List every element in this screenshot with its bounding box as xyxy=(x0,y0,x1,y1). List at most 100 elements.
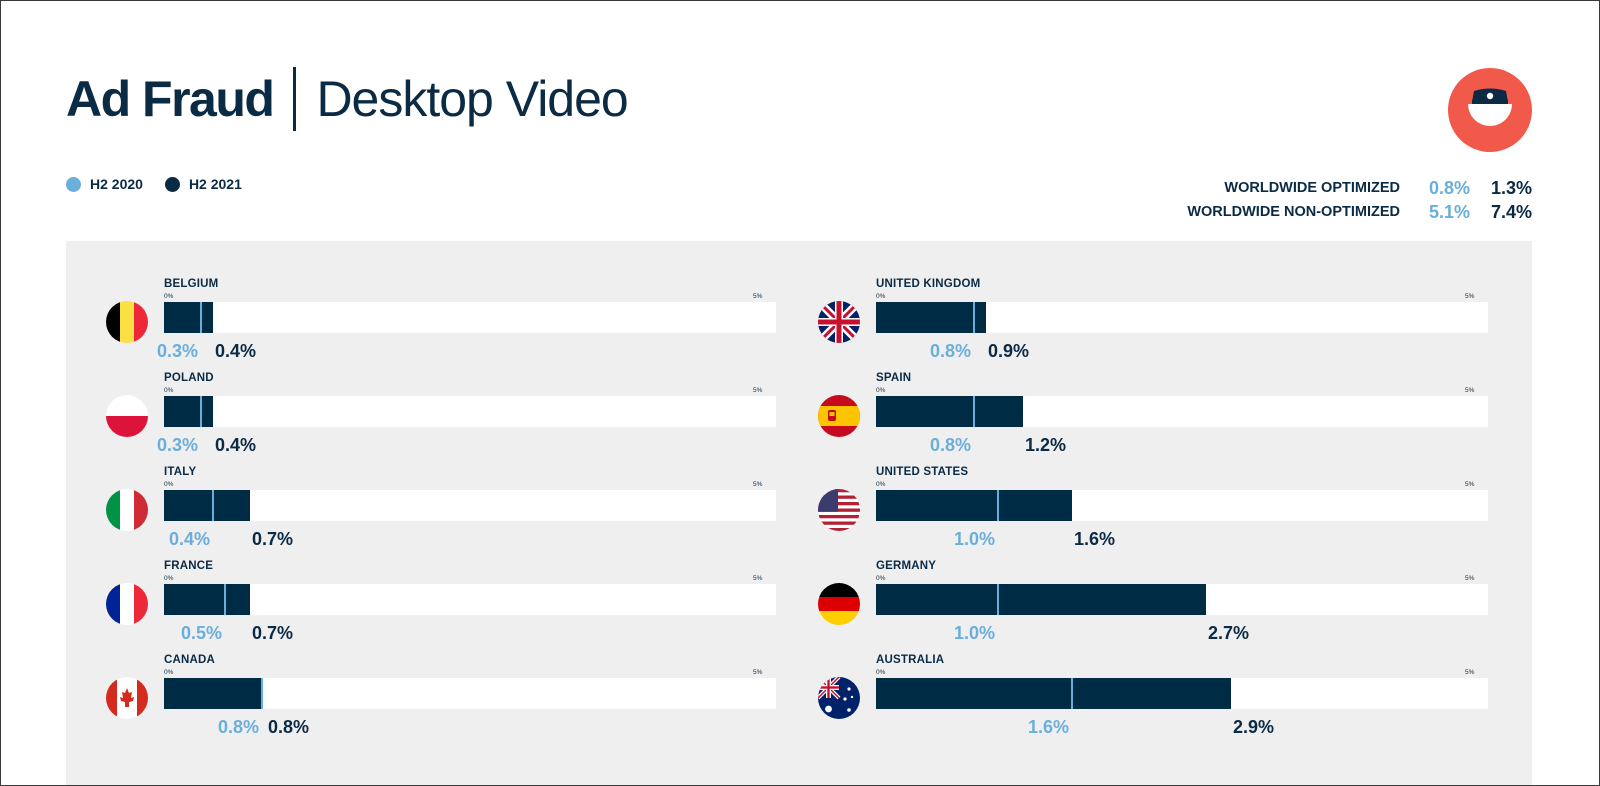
worldwide-optimized-h2-2021: 1.3% xyxy=(1490,177,1532,198)
bar-h2-2021-united-states xyxy=(876,490,1072,521)
marker-h2-2020-germany xyxy=(997,584,999,615)
value-h2-2021-australia: 2.9% xyxy=(1233,717,1275,737)
legend-dot-h2-2021 xyxy=(164,176,180,192)
axis-tick-min: 0% xyxy=(164,481,174,488)
country-row-australia: AUSTRALIA 0% 5% 1.6% 2.9% xyxy=(818,654,1518,744)
bar-h2-2021-united-kingdom xyxy=(876,302,986,333)
bar-track-spain xyxy=(876,396,1488,427)
chart-legend: H2 2020 H2 2021 xyxy=(66,176,264,192)
country-row-germany: GERMANY 0% 5% 1.0% 2.7% xyxy=(818,560,1518,650)
value-h2-2021-canada: 0.8% xyxy=(268,717,310,737)
axis-tick-max: 5% xyxy=(753,387,763,394)
legend-item-h2-2020: H2 2020 xyxy=(66,176,143,192)
bar-h2-2021-germany xyxy=(876,584,1206,615)
value-h2-2021-germany: 2.7% xyxy=(1208,623,1250,643)
belgium-flag-icon xyxy=(106,301,148,343)
bar-track-italy xyxy=(164,490,776,521)
usa-flag-icon xyxy=(818,489,860,531)
title-brand: Ad Fraud xyxy=(66,71,275,127)
bar-h2-2021-france xyxy=(164,584,250,615)
axis-tick-min: 0% xyxy=(876,293,886,300)
italy-flag-icon xyxy=(106,489,148,531)
axis-tick-min: 0% xyxy=(164,575,174,582)
country-row-united-kingdom: UNITED KINGDOM 0% 5% 0.8% 0.9% xyxy=(818,278,1518,368)
axis-tick-max: 5% xyxy=(753,293,763,300)
bar-track-united-states xyxy=(876,490,1488,521)
legend-dot-h2-2020 xyxy=(66,176,81,192)
axis-tick-max: 5% xyxy=(1465,387,1475,394)
uk-flag-icon xyxy=(818,301,860,343)
country-name-germany: GERMANY xyxy=(876,560,937,572)
value-h2-2020-france: 0.5% xyxy=(181,623,223,643)
marker-h2-2020-spain xyxy=(973,396,975,427)
country-row-canada: CANADA 0% 5% 0.8% 0.8% xyxy=(106,654,806,744)
country-row-poland: POLAND 0% 5% 0.3% 0.4% xyxy=(106,372,806,462)
value-h2-2021-spain: 1.2% xyxy=(1025,435,1067,455)
country-name-canada: CANADA xyxy=(164,654,216,666)
country-name-poland: POLAND xyxy=(164,372,214,384)
country-row-france: FRANCE 0% 5% 0.5% 0.7% xyxy=(106,560,806,650)
value-h2-2020-united-states: 1.0% xyxy=(954,529,996,549)
legend-label-h2-2021: H2 2021 xyxy=(188,176,242,192)
country-name-united-kingdom: UNITED KINGDOM xyxy=(876,278,981,290)
country-name-france: FRANCE xyxy=(164,560,214,572)
country-row-spain: SPAIN 0% 5% 0.8% 1.2% xyxy=(818,372,1518,462)
country-row-belgium: BELGIUM 0% 5% 0.3% 0.4% xyxy=(106,278,806,368)
country-name-united-states: UNITED STATES xyxy=(876,466,969,478)
country-name-spain: SPAIN xyxy=(876,372,912,384)
marker-h2-2020-belgium xyxy=(200,302,202,333)
bar-track-poland xyxy=(164,396,776,427)
axis-tick-max: 5% xyxy=(1465,669,1475,676)
country-name-australia: AUSTRALIA xyxy=(876,654,945,666)
bar-track-germany xyxy=(876,584,1488,615)
bar-track-australia xyxy=(876,678,1488,709)
marker-h2-2020-france xyxy=(224,584,226,615)
worldwide-non-optimized-h2-2021: 7.4% xyxy=(1490,201,1532,222)
axis-tick-max: 5% xyxy=(1465,293,1475,300)
axis-tick-min: 0% xyxy=(876,575,886,582)
axis-tick-max: 5% xyxy=(753,575,763,582)
marker-h2-2020-poland xyxy=(200,396,202,427)
value-h2-2020-spain: 0.8% xyxy=(930,435,972,455)
page-title: Ad Fraud Desktop Video xyxy=(66,66,629,132)
value-h2-2020-poland: 0.3% xyxy=(157,435,199,455)
bar-h2-2021-australia xyxy=(876,678,1231,709)
germany-flag-icon xyxy=(818,583,860,625)
marker-h2-2020-australia xyxy=(1071,678,1073,709)
title-subject: Desktop Video xyxy=(316,71,628,127)
bar-h2-2021-belgium xyxy=(164,302,213,333)
axis-tick-min: 0% xyxy=(164,669,174,676)
worldwide-summary: WORLDWIDE OPTIMIZED 0.8% 1.3% WORLDWIDE … xyxy=(1187,176,1532,224)
value-h2-2020-germany: 1.0% xyxy=(954,623,996,643)
legend-item-h2-2021: H2 2021 xyxy=(164,176,242,192)
canada-flag-icon xyxy=(106,677,148,719)
value-h2-2021-italy: 0.7% xyxy=(252,529,294,549)
value-h2-2021-france: 0.7% xyxy=(252,623,294,643)
france-flag-icon xyxy=(106,583,148,625)
value-h2-2020-canada: 0.8% xyxy=(218,717,260,737)
axis-tick-min: 0% xyxy=(876,669,886,676)
value-h2-2021-belgium: 0.4% xyxy=(215,341,257,361)
axis-tick-max: 5% xyxy=(1465,481,1475,488)
marker-h2-2020-united-kingdom xyxy=(973,302,975,333)
spain-flag-icon xyxy=(818,395,860,437)
value-h2-2020-australia: 1.6% xyxy=(1028,717,1070,737)
worldwide-non-optimized-label: WORLDWIDE NON-OPTIMIZED xyxy=(1187,204,1400,220)
axis-tick-max: 5% xyxy=(753,481,763,488)
country-chart-panel: BELGIUM 0% 5% 0.3% 0.4% POLAND 0% 5% 0.3% 0.4% ITA… xyxy=(66,241,1532,785)
value-h2-2020-united-kingdom: 0.8% xyxy=(930,341,972,361)
country-name-italy: ITALY xyxy=(164,466,197,478)
marker-h2-2020-canada xyxy=(261,678,263,709)
axis-tick-max: 5% xyxy=(753,669,763,676)
worldwide-optimized-row: WORLDWIDE OPTIMIZED 0.8% 1.3% xyxy=(1187,176,1532,200)
value-h2-2021-united-states: 1.6% xyxy=(1074,529,1116,549)
axis-tick-max: 5% xyxy=(1465,575,1475,582)
bar-h2-2021-italy xyxy=(164,490,250,521)
axis-tick-min: 0% xyxy=(876,387,886,394)
worldwide-non-optimized-row: WORLDWIDE NON-OPTIMIZED 5.1% 7.4% xyxy=(1187,200,1532,224)
bar-track-belgium xyxy=(164,302,776,333)
country-row-italy: ITALY 0% 5% 0.4% 0.7% xyxy=(106,466,806,556)
value-h2-2021-poland: 0.4% xyxy=(215,435,257,455)
axis-tick-min: 0% xyxy=(164,293,174,300)
poland-flag-icon xyxy=(106,395,148,437)
